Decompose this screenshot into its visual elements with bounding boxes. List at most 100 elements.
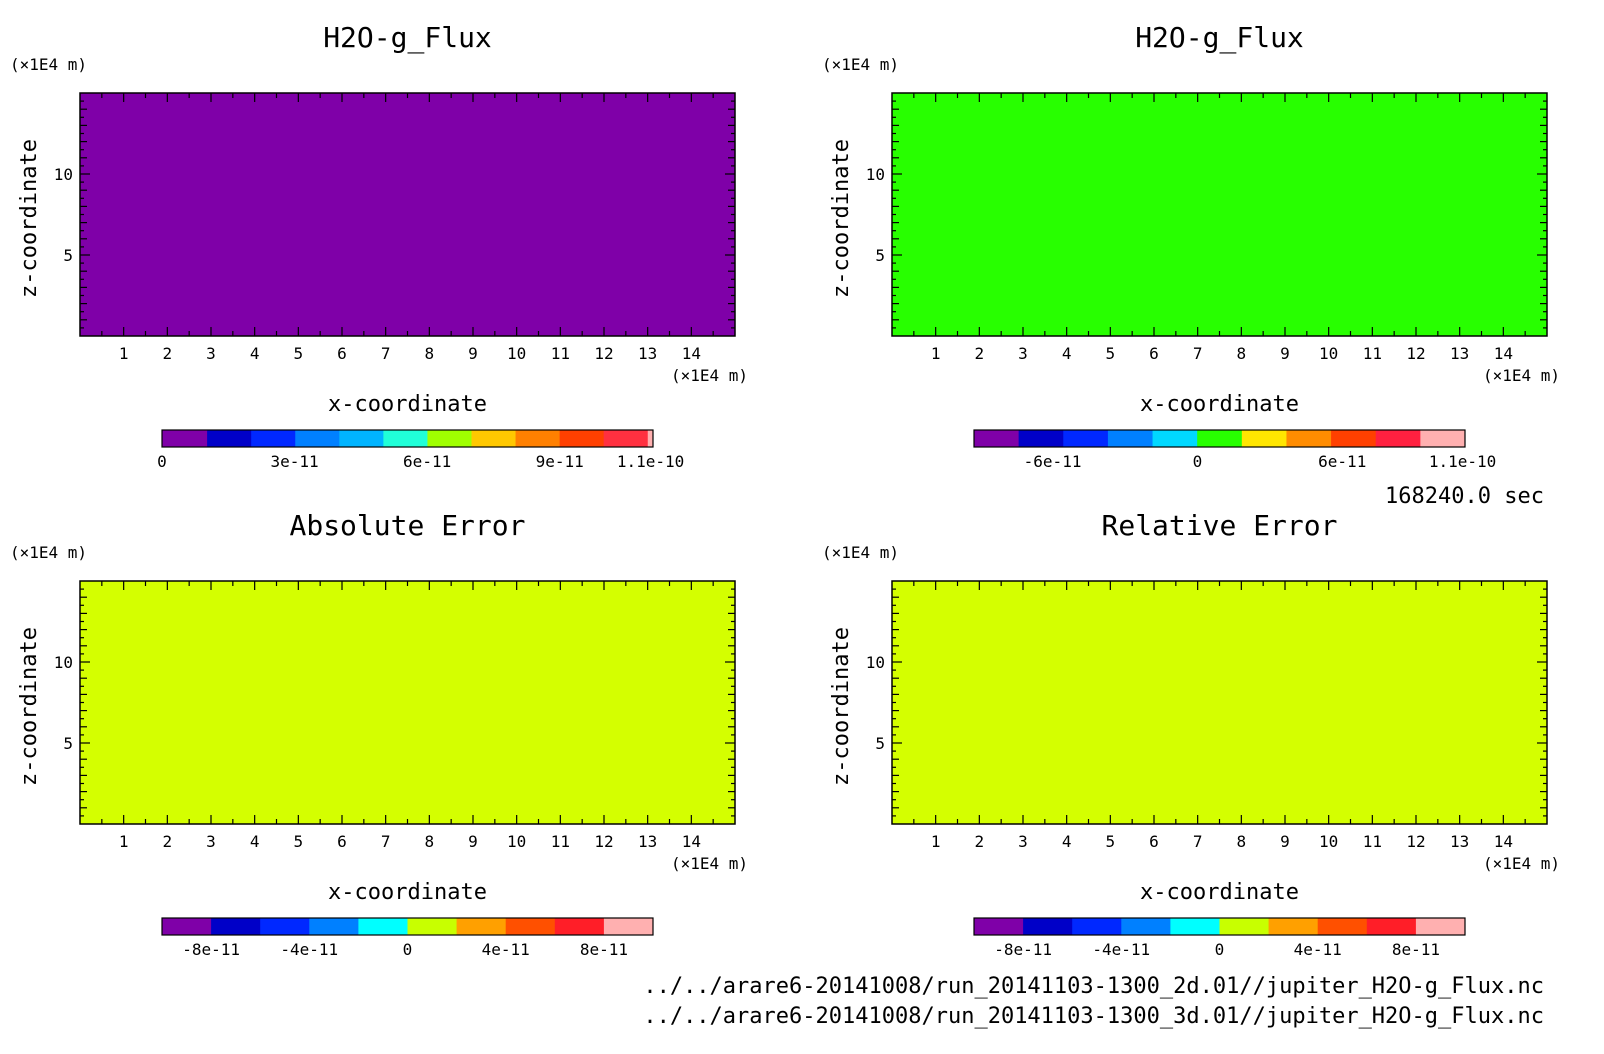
heatmap-field — [80, 581, 735, 824]
x-axis-label: x-coordinate — [1140, 880, 1299, 905]
colorbar-tick-label: 8e-11 — [580, 940, 628, 959]
x-tick-label: 2 — [975, 344, 985, 363]
x-axis-label: x-coordinate — [1140, 392, 1299, 417]
x-tick-label: 8 — [1237, 832, 1247, 851]
colorbar-tick-label: -4e-11 — [280, 940, 338, 959]
colorbar-swatch — [1331, 430, 1377, 447]
y-unit-label: (×1E4 m) — [822, 55, 899, 74]
colorbar-tick-label: 0 — [1215, 940, 1225, 959]
colorbar-swatch — [1152, 430, 1198, 447]
colorbar-swatch — [162, 918, 212, 935]
colorbar-swatch — [554, 918, 605, 935]
panel-4: Relative Error(×1E4 m)1 2 3 4 5 6 7 8 9 10 11 12 13 1… — [822, 509, 1560, 959]
colorbar-swatch — [211, 918, 261, 935]
y-tick-label: 5 — [63, 246, 73, 265]
x-tick-label: 6 — [1149, 344, 1159, 363]
panel-title: H2O-g_Flux — [323, 21, 492, 55]
colorbar-swatch — [260, 918, 310, 935]
x-tick-label: 9 — [468, 344, 478, 363]
x-tick-label: 3 — [206, 344, 216, 363]
x-tick-label: 12 — [594, 344, 613, 363]
colorbar-swatch — [1241, 430, 1287, 447]
file-path-2d: ../../arare6-20141008/run_20141103-1300_… — [643, 974, 1544, 999]
x-tick-label: 6 — [337, 344, 347, 363]
x-unit-label: (×1E4 m) — [1483, 854, 1560, 873]
y-tick-label: 10 — [54, 653, 73, 672]
colorbar-swatch — [1197, 430, 1243, 447]
x-tick-label: 7 — [1193, 344, 1203, 363]
y-axis-label: z-coordinate — [829, 627, 854, 786]
x-unit-label: (×1E4 m) — [1483, 366, 1560, 385]
x-tick-label: 9 — [468, 832, 478, 851]
x-tick-label: 12 — [594, 832, 613, 851]
x-tick-label: 4 — [1062, 832, 1072, 851]
colorbar-tick-label: 1.1e-10 — [1429, 452, 1496, 471]
y-tick-label: 10 — [54, 165, 73, 184]
y-tick-label: 5 — [875, 246, 885, 265]
colorbar-tick-label: 4e-11 — [1294, 940, 1342, 959]
colorbar-tick-label: 6e-11 — [403, 452, 451, 471]
colorbar-tick-label: 0 — [157, 452, 167, 471]
colorbar-swatch — [1375, 430, 1421, 447]
x-tick-label: 2 — [163, 344, 173, 363]
y-axis-label: z-coordinate — [17, 627, 42, 786]
x-tick-label: 11 — [1363, 344, 1382, 363]
y-tick-label: 5 — [63, 734, 73, 753]
colorbar-swatch — [1219, 918, 1270, 935]
heatmap-field — [892, 93, 1547, 336]
x-tick-label: 2 — [163, 832, 173, 851]
panel-title: Relative Error — [1101, 509, 1337, 542]
colorbar-swatch — [1317, 918, 1368, 935]
y-axis-label: z-coordinate — [829, 139, 854, 298]
x-tick-label: 6 — [337, 832, 347, 851]
panel-title: Absolute Error — [289, 509, 525, 542]
x-tick-label: 11 — [1363, 832, 1382, 851]
x-tick-label: 2 — [975, 832, 985, 851]
time-label: 168240.0 sec — [1385, 484, 1544, 509]
x-tick-label: 13 — [638, 832, 657, 851]
colorbar-tick-label: 8e-11 — [1392, 940, 1440, 959]
x-tick-label: 14 — [1494, 832, 1513, 851]
colorbar-swatch — [309, 918, 359, 935]
x-tick-label: 10 — [507, 832, 526, 851]
colorbar-tick-label: 3e-11 — [270, 452, 318, 471]
x-tick-label: 3 — [1018, 344, 1028, 363]
colorbar-swatch — [1107, 430, 1154, 447]
colorbar-swatch — [407, 918, 458, 935]
colorbar-swatch — [456, 918, 507, 935]
y-unit-label: (×1E4 m) — [10, 55, 87, 74]
colorbar-swatch — [1072, 918, 1122, 935]
colorbar-swatch — [251, 430, 296, 447]
x-tick-label: 9 — [1280, 344, 1290, 363]
colorbar-swatch — [427, 430, 472, 447]
colorbar-tick-label: 6e-11 — [1318, 452, 1366, 471]
x-tick-label: 12 — [1406, 344, 1425, 363]
colorbar-swatch — [1063, 430, 1109, 447]
colorbar-swatch — [471, 430, 517, 447]
x-tick-label: 1 — [931, 832, 941, 851]
panel-title: H2O-g_Flux — [1135, 21, 1304, 55]
colorbar-tick-label: -8e-11 — [182, 940, 240, 959]
y-unit-label: (×1E4 m) — [822, 543, 899, 562]
colorbar-tick-label: 0 — [1193, 452, 1203, 471]
colorbar-swatch — [505, 918, 556, 935]
x-tick-label: 9 — [1280, 832, 1290, 851]
x-tick-label: 5 — [1106, 832, 1116, 851]
x-tick-label: 13 — [1450, 832, 1469, 851]
colorbar-swatch — [339, 430, 384, 447]
x-tick-label: 14 — [682, 832, 701, 851]
colorbar-swatch — [358, 918, 408, 935]
colorbar-frame — [973, 429, 1466, 448]
y-unit-label: (×1E4 m) — [10, 543, 87, 562]
colorbar-swatch — [1286, 430, 1332, 447]
colorbar-swatch — [974, 430, 1020, 447]
colorbar-swatch — [1268, 918, 1319, 935]
file-path-3d: ../../arare6-20141008/run_20141103-1300_… — [643, 1004, 1544, 1029]
colorbar-frame — [973, 917, 1466, 936]
colorbar-swatch — [603, 918, 654, 935]
heatmap-field — [892, 581, 1547, 824]
y-axis-label: z-coordinate — [17, 139, 42, 298]
colorbar-tick-label: 1.1e-10 — [617, 452, 684, 471]
colorbar-tick-label: -8e-11 — [994, 940, 1052, 959]
colorbar-swatch — [1170, 918, 1220, 935]
